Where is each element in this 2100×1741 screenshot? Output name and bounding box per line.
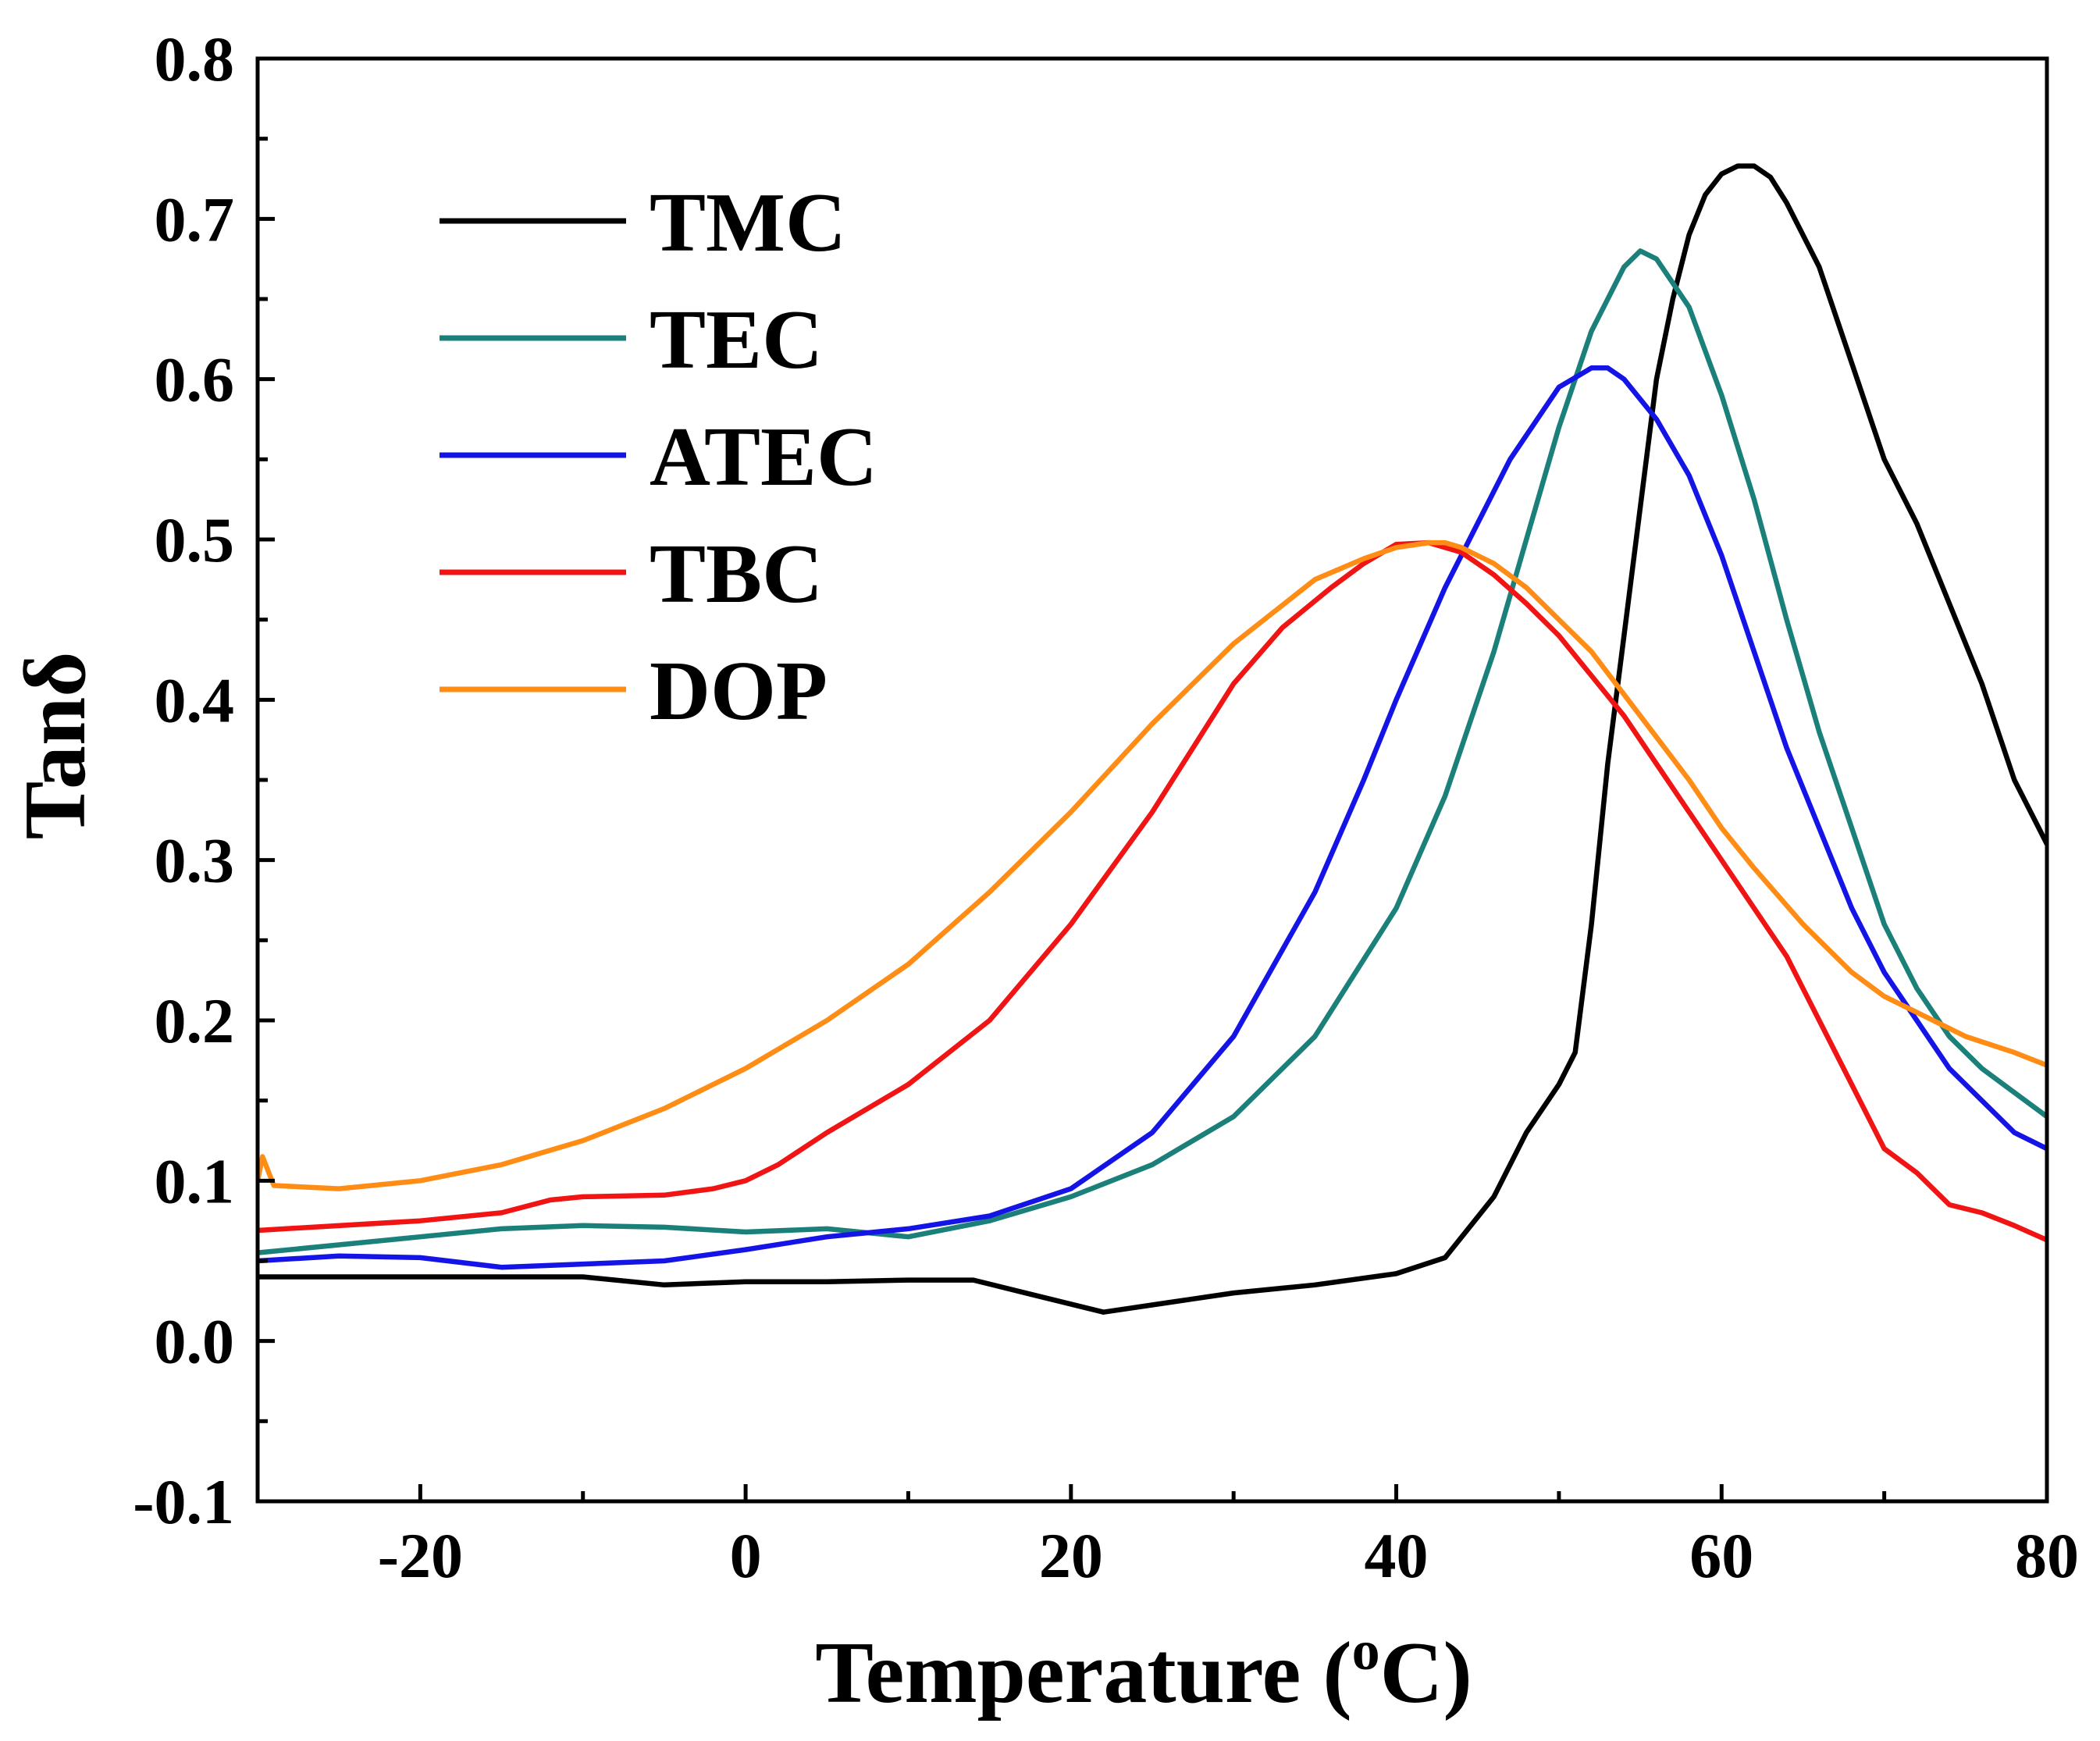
legend-label: TEC (650, 294, 823, 386)
axes (255, 56, 2049, 1504)
tick-marks (255, 56, 2049, 1504)
y-tick-label: 0.5 (155, 504, 235, 575)
x-tick-label: 80 (2015, 1520, 2079, 1591)
y-tick-label: -0.1 (133, 1466, 234, 1537)
legend-item-tmc: TMC (440, 176, 846, 269)
x-tick-label: 40 (1365, 1520, 1429, 1591)
legend-label: DOP (650, 645, 828, 738)
y-axis-title: Tanδ (7, 652, 104, 840)
x-tick-labels: -20 0 20 40 60 80 (378, 1520, 2079, 1591)
y-tick-label: 0.6 (155, 344, 235, 415)
y-tick-label: 0.3 (155, 825, 235, 896)
series-line-tec (258, 248, 2047, 1255)
plot-area (258, 163, 2047, 1315)
y-tick-label: 0.1 (155, 1145, 235, 1216)
series-line-atec (258, 365, 2047, 1270)
x-tick-label: 0 (730, 1520, 762, 1591)
legend-label: TMC (650, 176, 846, 269)
series-line-dop (258, 539, 2047, 1191)
legend-item-atec: ATEC (440, 411, 877, 504)
x-tick-label: -20 (378, 1520, 463, 1591)
y-tick-labels: -0.1 0.0 0.1 0.2 0.3 0.4 0.5 0.6 0.7 0.8 (133, 23, 234, 1537)
series-line-tmc (258, 163, 2047, 1315)
legend-label: ATEC (650, 411, 877, 504)
legend: TMC TEC ATEC TBC DOP (440, 176, 877, 738)
x-axis-title: Temperature (oC) (815, 1619, 1472, 1721)
y-tick-label: 0.0 (155, 1306, 235, 1377)
x-tick-label: 60 (1689, 1520, 1753, 1591)
x-axis-title-superscript: o (1352, 1619, 1380, 1682)
legend-item-dop: DOP (440, 645, 828, 738)
x-axis-title-unit: C) (1380, 1625, 1472, 1721)
x-tick-label: 20 (1039, 1520, 1103, 1591)
legend-item-tbc: TBC (440, 528, 823, 621)
y-tick-label: 0.2 (155, 985, 235, 1056)
legend-item-tec: TEC (440, 294, 823, 386)
y-tick-label: 0.8 (155, 23, 235, 94)
y-tick-label: 0.7 (155, 183, 235, 255)
x-axis-title-main: Temperature ( (815, 1625, 1351, 1721)
legend-label: TBC (650, 528, 823, 621)
y-tick-label: 0.4 (155, 664, 235, 735)
plot-frame (255, 56, 2049, 1504)
